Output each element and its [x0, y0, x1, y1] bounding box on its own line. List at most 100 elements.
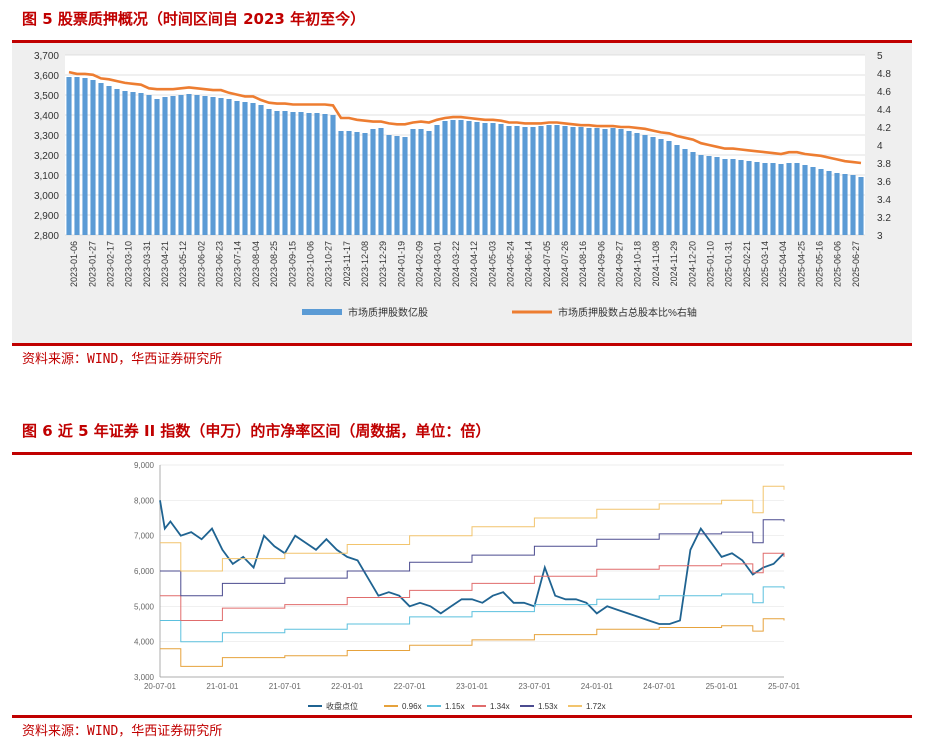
chart1-bar — [282, 111, 288, 235]
chart1-bar — [842, 174, 848, 235]
chart1-bar — [674, 145, 680, 235]
chart2-y-tick-label: 6,000 — [134, 567, 155, 576]
chart1-x-tick-label: 2023-06-23 — [215, 241, 225, 287]
chart1-x-tick-label: 2023-12-29 — [378, 241, 388, 287]
chart1-x-tick-label: 2024-07-05 — [542, 241, 552, 287]
chart1-y-tick-label: 2,900 — [34, 211, 59, 222]
chart1-x-tick-label: 2024-12-20 — [687, 241, 697, 287]
chart1-x-tick-label: 2024-02-09 — [415, 241, 425, 287]
chart1-x-tick-label: 2024-07-26 — [560, 241, 570, 287]
chart1-bar — [74, 77, 80, 235]
chart2-x-tick-label: 24-01-01 — [581, 682, 614, 691]
chart1-x-tick-label: 2023-10-06 — [305, 241, 315, 287]
chart1-bar — [778, 164, 784, 235]
chart1-x-tick-label: 2024-04-12 — [469, 241, 479, 287]
chart1-bar — [114, 89, 120, 235]
chart1-bar — [122, 91, 128, 235]
chart1-bar — [754, 162, 760, 235]
chart1-bar — [570, 127, 576, 235]
chart1-x-tick-label: 2023-03-10 — [124, 241, 134, 287]
chart2-y-tick-label: 7,000 — [134, 532, 155, 541]
chart1-bar — [698, 155, 704, 235]
chart1-bar — [418, 129, 424, 235]
chart2-x-tick-label: 25-07-01 — [768, 682, 801, 691]
chart2-x-tick-label: 21-01-01 — [206, 682, 239, 691]
chart1-bar — [450, 120, 456, 235]
chart1-bar — [314, 113, 320, 235]
chart1-bar — [514, 126, 520, 235]
chart1-x-tick-label: 2025-04-25 — [796, 241, 806, 287]
chart1-bar — [426, 131, 432, 235]
chart1-svg: 2,800 2,900 3,000 3,100 3,200 3,300 3,400 3,500… — [12, 43, 912, 343]
chart1-bar — [610, 128, 616, 235]
chart1-bar — [730, 159, 736, 235]
chart1-bar — [826, 171, 832, 235]
chart1-x-tick-label: 2023-04-21 — [160, 241, 170, 287]
chart1-y2-tick-label: 3.6 — [877, 177, 891, 188]
chart1-bar — [146, 95, 152, 235]
chart1-bar — [202, 96, 208, 235]
chart2-legend-label: 1.72x — [586, 702, 606, 711]
chart1-y2-tick-label: 3.2 — [877, 213, 891, 224]
chart1-bar — [682, 149, 688, 235]
chart1-x-tick-label: 2023-08-25 — [269, 241, 279, 287]
chart2-x-tick-label: 25-01-01 — [706, 682, 739, 691]
chart1-bar — [274, 111, 280, 235]
chart1-bar — [218, 98, 224, 235]
chart1-x-tick-label: 2024-06-14 — [524, 241, 534, 287]
chart1-bar — [266, 109, 272, 235]
chart1-y-tick-label: 3,700 — [34, 51, 59, 62]
chart1-x-tick-label: 2024-09-27 — [615, 241, 625, 287]
chart1-y2-tick-label: 3 — [877, 231, 883, 242]
chart1-y-tick-label: 2,800 — [34, 231, 59, 242]
chart1-bar — [506, 126, 512, 235]
chart2-y-tick-label: 8,000 — [134, 496, 155, 505]
chart2-legend-label: 1.15x — [445, 702, 465, 711]
chart1-x-tick-label: 2024-01-19 — [396, 241, 406, 287]
chart1-bar — [338, 131, 344, 235]
chart1-bar — [586, 128, 592, 235]
chart1-bar — [394, 136, 400, 235]
chart2-x-tick-label: 21-07-01 — [269, 682, 302, 691]
legend-label-pledge-ratio: 市场质押股数占总股本比%右轴 — [558, 306, 697, 319]
chart1-y-tick-label: 3,400 — [34, 111, 59, 122]
chart1-y-tick-label: 3,300 — [34, 131, 59, 142]
figure2-source: 资料来源：WIND，华西证券研究所 — [22, 724, 223, 739]
chart1-x-tick-label: 2023-05-12 — [178, 241, 188, 287]
chart1-bar — [618, 129, 624, 235]
chart1-bar — [818, 169, 824, 235]
chart1-y2-tick-label: 4.8 — [877, 69, 891, 80]
chart2-y-tick-label: 9,000 — [134, 461, 155, 470]
chart1-x-tick-label: 2023-08-04 — [251, 241, 261, 287]
chart1-x-tick-label: 2023-10-27 — [324, 241, 334, 287]
chart1-bar — [346, 131, 352, 235]
chart1-bar — [82, 78, 88, 235]
chart1-bar — [770, 163, 776, 235]
chart1-x-tick-label: 2023-09-15 — [287, 241, 297, 287]
chart1-ratio-line — [68, 70, 862, 165]
chart1-x-tick-label: 2025-01-31 — [724, 241, 734, 287]
chart1-bar — [626, 131, 632, 235]
chart1-bar — [538, 126, 544, 235]
chart1-bar — [330, 115, 336, 235]
chart2-x-tick-label: 23-07-01 — [518, 682, 551, 691]
chart1-bar — [522, 127, 528, 235]
chart1-bar — [130, 92, 136, 235]
chart1-bar — [362, 133, 368, 235]
figure1-bottom-rule — [12, 343, 912, 346]
chart1-bar — [650, 137, 656, 235]
chart1-y2-tick-label: 5 — [877, 51, 883, 62]
chart1-bar — [602, 129, 608, 235]
chart1-bar — [810, 167, 816, 235]
chart1-x-tick-label: 2024-05-03 — [487, 241, 497, 287]
chart1-bar — [746, 161, 752, 235]
chart1-bar — [562, 126, 568, 235]
chart1-y-tick-label: 3,100 — [34, 171, 59, 182]
chart1-bar — [634, 133, 640, 235]
chart1-y-tick-label: 3,600 — [34, 71, 59, 82]
chart1-bar — [106, 86, 112, 235]
chart1-bar — [706, 156, 712, 235]
chart1-x-tick-label: 2025-02-21 — [742, 241, 752, 287]
chart1-bar — [834, 173, 840, 235]
chart1-bar — [250, 103, 256, 235]
